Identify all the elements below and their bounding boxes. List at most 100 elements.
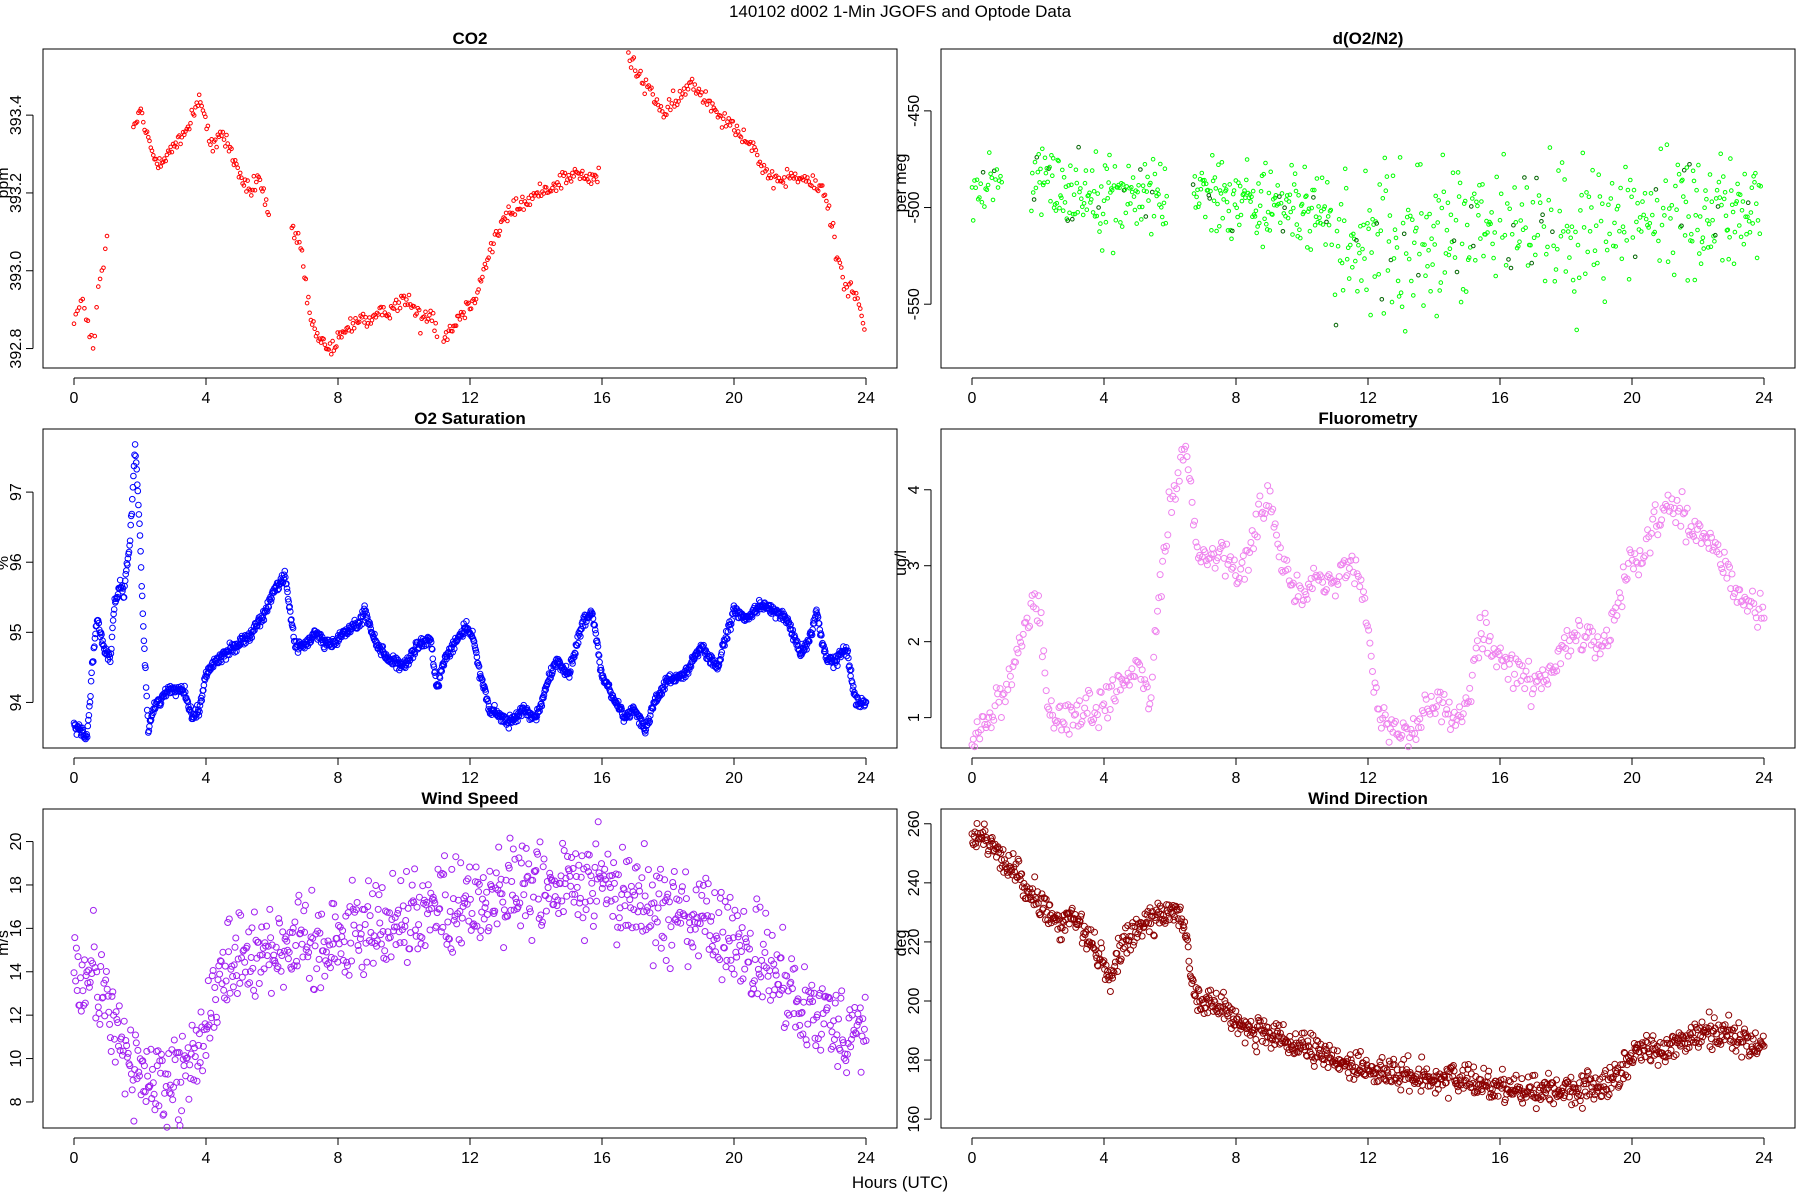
data-point (1747, 230, 1753, 235)
data-point (1224, 199, 1230, 205)
data-point (994, 167, 1000, 172)
data-point (202, 1052, 210, 1059)
data-point (1479, 199, 1484, 204)
data-point (1199, 170, 1205, 176)
data-point (1677, 522, 1685, 530)
x-tick-label: 16 (1491, 1150, 1509, 1167)
data-point (650, 92, 656, 97)
data-point (1094, 213, 1100, 219)
data-point (1635, 200, 1640, 206)
data-point (419, 882, 427, 890)
data-point (321, 336, 326, 342)
data-point (508, 878, 516, 885)
x-axis: 0 4 8 12 16 20 24 (968, 377, 1773, 407)
data-point (241, 183, 247, 188)
data-point (1318, 208, 1324, 214)
data-point (435, 682, 443, 690)
data-point (363, 315, 369, 320)
data-point (1593, 223, 1599, 228)
data-point (1138, 666, 1146, 674)
data-point (266, 905, 274, 913)
data-point (105, 651, 113, 659)
data-point (1095, 191, 1100, 196)
data-point (764, 972, 772, 980)
data-point (1299, 597, 1307, 604)
data-point (1232, 1007, 1240, 1015)
data-point (1385, 268, 1391, 273)
data-point (1500, 235, 1505, 240)
data-point (768, 931, 776, 939)
data-point (89, 906, 97, 914)
data-points (70, 818, 870, 1131)
data-point (1288, 209, 1293, 215)
panel-title: Wind Direction (1308, 789, 1428, 808)
data-point (1474, 199, 1479, 205)
data-point (1329, 242, 1334, 248)
data-point (1648, 191, 1654, 196)
panel-title: Fluorometry (1318, 409, 1418, 428)
data-point (1653, 187, 1659, 192)
data-point (1279, 191, 1285, 196)
data-point (784, 166, 790, 172)
data-point (229, 146, 234, 151)
data-point (1458, 299, 1464, 305)
data-point (110, 610, 117, 618)
data-point (96, 1020, 104, 1028)
data-point (1632, 254, 1638, 260)
data-point (1392, 227, 1398, 232)
data-point (685, 86, 691, 92)
data-point (1221, 572, 1229, 580)
data-point (408, 881, 416, 889)
data-point (636, 902, 644, 910)
data-point (345, 971, 353, 979)
data-point (1109, 676, 1117, 684)
data-point (358, 621, 366, 628)
data-point (748, 139, 753, 145)
data-point (468, 306, 474, 312)
data-point (282, 574, 289, 581)
data-point (839, 265, 844, 270)
data-point (1037, 609, 1045, 617)
data-point (1404, 743, 1412, 751)
data-point (500, 906, 508, 914)
data-point (1248, 199, 1253, 204)
data-point (638, 68, 643, 74)
data-point (77, 1007, 85, 1015)
data-point (171, 1056, 179, 1064)
data-point (1607, 231, 1612, 237)
data-point (1065, 218, 1070, 223)
data-point (609, 912, 617, 920)
data-point (1733, 201, 1739, 206)
data-point (188, 120, 193, 126)
data-point (1613, 612, 1621, 620)
data-point (1668, 216, 1673, 221)
data-point (179, 134, 185, 140)
data-point (1654, 531, 1662, 539)
data-point (209, 663, 217, 671)
data-point (734, 123, 740, 129)
data-point (1276, 201, 1281, 207)
data-point (539, 863, 547, 871)
data-point (1750, 221, 1755, 226)
data-point (646, 83, 652, 88)
data-point (810, 173, 816, 178)
data-point (178, 1032, 186, 1040)
data-point (1557, 208, 1562, 214)
data-point (1077, 189, 1082, 195)
data-point (1207, 986, 1214, 994)
data-point (806, 638, 813, 645)
data-point (669, 101, 675, 106)
data-point (418, 934, 426, 942)
data-point (647, 922, 655, 930)
data-point (341, 968, 349, 976)
data-point (974, 177, 980, 183)
data-point (677, 88, 683, 94)
data-point (126, 542, 133, 549)
data-point (1479, 645, 1486, 653)
data-point (253, 622, 261, 630)
data-point (1339, 260, 1345, 266)
data-point (560, 847, 568, 854)
data-point (294, 898, 302, 906)
data-point (1424, 214, 1429, 220)
